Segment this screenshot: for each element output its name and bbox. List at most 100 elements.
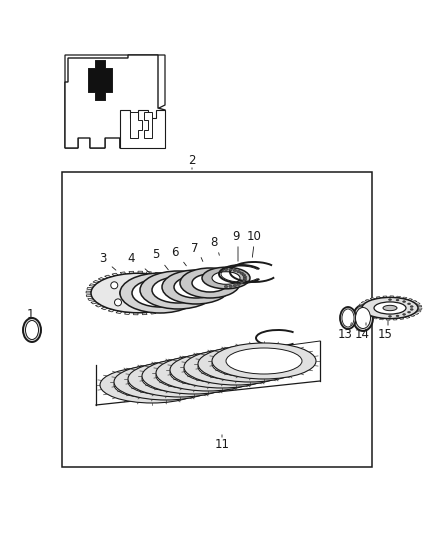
Text: 15: 15	[378, 328, 392, 342]
Text: 7: 7	[191, 241, 199, 254]
Polygon shape	[120, 272, 126, 274]
Polygon shape	[390, 296, 394, 297]
Polygon shape	[376, 296, 381, 298]
Polygon shape	[98, 278, 105, 280]
Polygon shape	[373, 317, 378, 319]
Polygon shape	[174, 279, 180, 281]
Ellipse shape	[389, 299, 392, 301]
Text: 12: 12	[296, 353, 311, 367]
Ellipse shape	[396, 315, 399, 317]
Ellipse shape	[114, 364, 218, 400]
Polygon shape	[162, 274, 168, 277]
Ellipse shape	[242, 274, 246, 276]
Circle shape	[151, 279, 158, 286]
Ellipse shape	[353, 305, 373, 331]
Ellipse shape	[120, 286, 156, 301]
Ellipse shape	[192, 274, 228, 292]
Polygon shape	[168, 276, 175, 279]
Ellipse shape	[128, 361, 232, 397]
Text: 2: 2	[188, 154, 196, 166]
Polygon shape	[146, 271, 152, 274]
Polygon shape	[65, 55, 165, 148]
Ellipse shape	[240, 281, 244, 284]
Polygon shape	[363, 313, 368, 316]
Text: 9: 9	[232, 230, 240, 244]
Polygon shape	[88, 298, 94, 301]
Polygon shape	[116, 311, 122, 313]
Polygon shape	[412, 301, 417, 302]
Polygon shape	[88, 60, 112, 100]
Polygon shape	[359, 304, 364, 305]
Polygon shape	[134, 313, 138, 315]
Polygon shape	[142, 312, 147, 315]
Ellipse shape	[25, 320, 39, 340]
Ellipse shape	[403, 301, 406, 302]
Polygon shape	[129, 271, 134, 273]
Polygon shape	[396, 296, 401, 298]
Text: 8: 8	[210, 237, 218, 249]
Polygon shape	[150, 312, 156, 314]
Ellipse shape	[226, 348, 302, 374]
Polygon shape	[154, 272, 160, 275]
Ellipse shape	[237, 283, 240, 286]
Polygon shape	[112, 273, 118, 276]
Polygon shape	[410, 314, 415, 317]
Polygon shape	[367, 316, 373, 318]
Polygon shape	[417, 305, 422, 307]
Ellipse shape	[403, 313, 406, 315]
Text: 6: 6	[171, 246, 179, 259]
Polygon shape	[89, 284, 95, 286]
Ellipse shape	[224, 268, 228, 271]
Polygon shape	[86, 295, 92, 297]
Polygon shape	[379, 318, 384, 320]
Ellipse shape	[240, 272, 244, 274]
Ellipse shape	[237, 270, 240, 273]
Polygon shape	[358, 309, 363, 311]
Polygon shape	[407, 298, 413, 301]
Polygon shape	[184, 296, 189, 298]
Ellipse shape	[162, 270, 230, 304]
Ellipse shape	[383, 305, 397, 311]
Ellipse shape	[91, 273, 185, 313]
Polygon shape	[415, 303, 420, 304]
Ellipse shape	[174, 276, 218, 298]
Polygon shape	[65, 55, 165, 148]
Polygon shape	[91, 301, 97, 304]
Polygon shape	[417, 310, 421, 312]
Polygon shape	[130, 112, 142, 138]
Ellipse shape	[23, 318, 41, 342]
Ellipse shape	[233, 269, 237, 272]
Polygon shape	[418, 308, 422, 309]
Polygon shape	[158, 310, 164, 313]
Polygon shape	[184, 289, 190, 291]
Polygon shape	[386, 319, 390, 320]
Text: 5: 5	[152, 248, 160, 262]
Ellipse shape	[130, 289, 146, 296]
Text: 10: 10	[247, 230, 261, 244]
Polygon shape	[365, 300, 370, 301]
Ellipse shape	[100, 367, 204, 403]
Ellipse shape	[198, 346, 302, 382]
Polygon shape	[360, 311, 365, 313]
Ellipse shape	[229, 285, 232, 287]
Polygon shape	[177, 303, 183, 305]
Text: 3: 3	[99, 252, 107, 264]
Ellipse shape	[407, 311, 410, 313]
Ellipse shape	[212, 272, 240, 284]
Bar	[62, 172, 372, 467]
Ellipse shape	[342, 309, 354, 327]
Polygon shape	[171, 306, 178, 309]
Ellipse shape	[242, 280, 246, 282]
Ellipse shape	[396, 300, 399, 301]
Ellipse shape	[184, 349, 288, 385]
Ellipse shape	[224, 285, 228, 288]
Polygon shape	[138, 271, 142, 273]
Ellipse shape	[114, 372, 190, 398]
Text: 13: 13	[338, 328, 353, 342]
Polygon shape	[383, 296, 387, 297]
Circle shape	[155, 298, 162, 305]
Ellipse shape	[212, 351, 288, 377]
Ellipse shape	[198, 354, 274, 380]
Ellipse shape	[152, 277, 204, 303]
Polygon shape	[182, 286, 188, 288]
